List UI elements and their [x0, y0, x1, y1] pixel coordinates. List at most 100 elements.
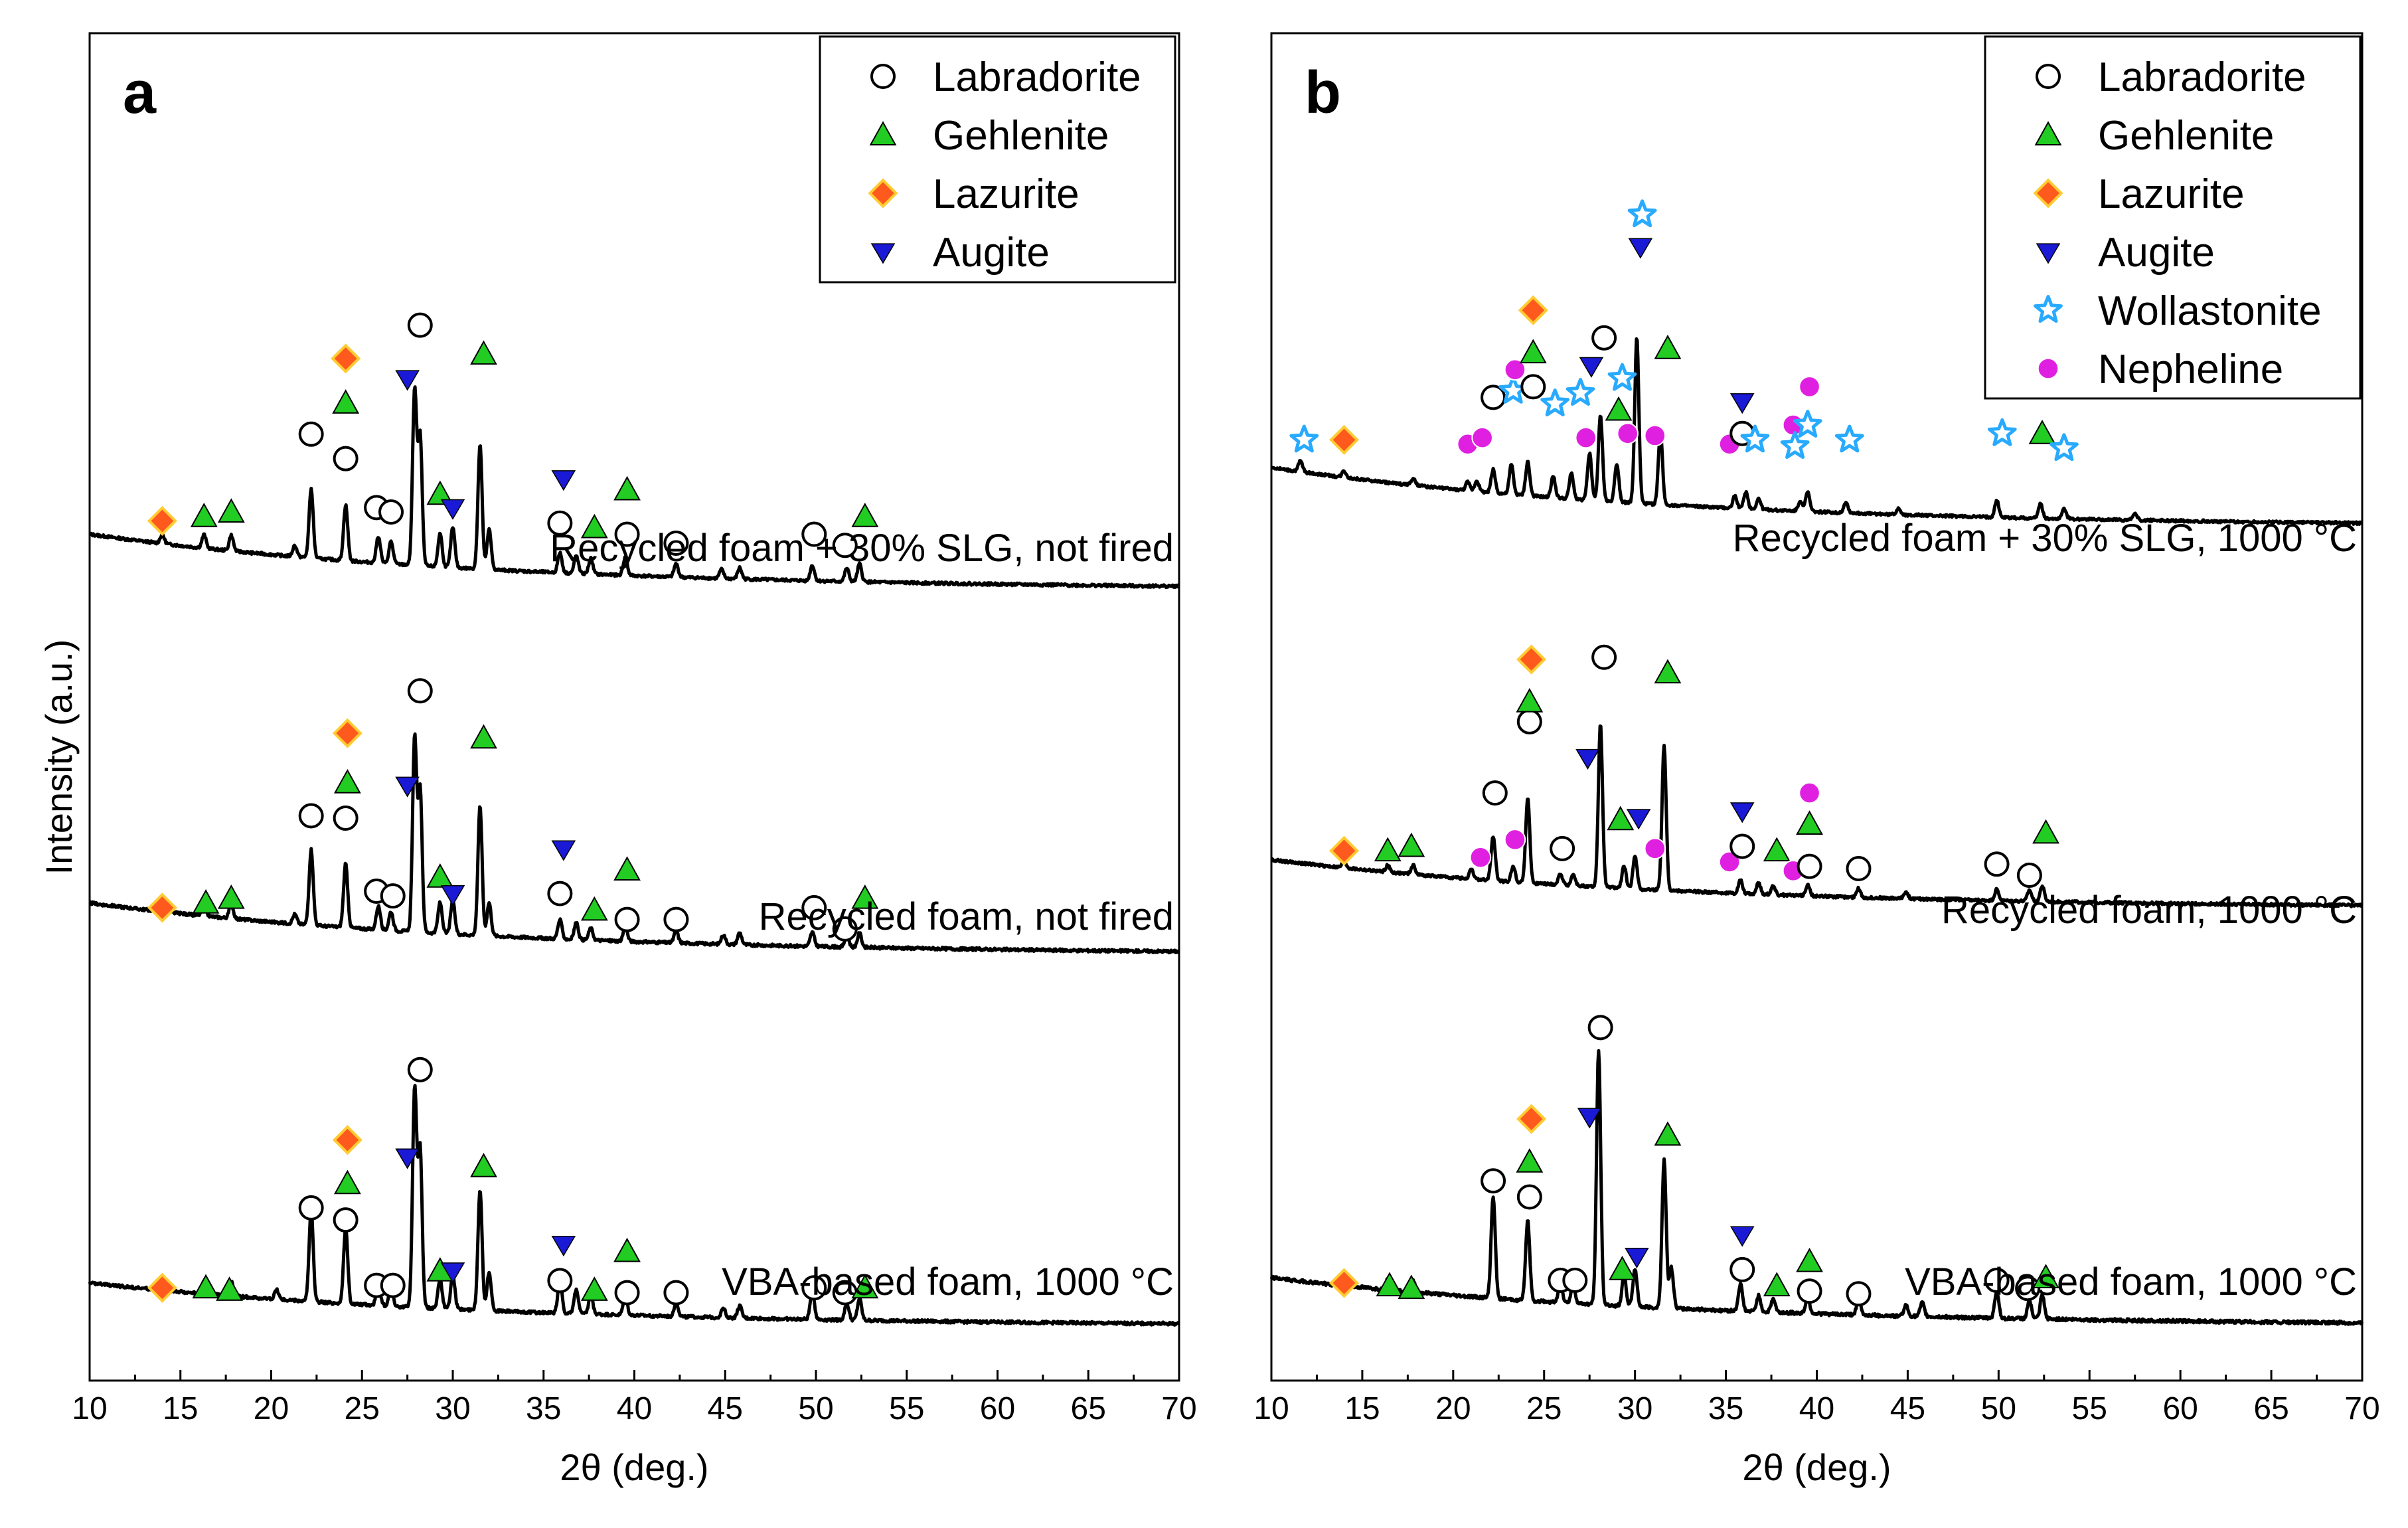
x-tick-label: 15: [163, 1391, 198, 1426]
marker-gehlenite: [1796, 1247, 1823, 1272]
marker-augite: [1577, 1108, 1602, 1129]
marker-labradorite: [1846, 856, 1872, 881]
marker-gehlenite: [1376, 1272, 1404, 1297]
marker-lazurite: [147, 1272, 177, 1303]
x-axis-label: 2θ (deg.): [1742, 1446, 1891, 1488]
marker-labradorite: [380, 883, 406, 909]
marker-gehlenite: [1398, 832, 1425, 857]
marker-nepheline: [1644, 424, 1666, 447]
marker-augite: [551, 840, 576, 861]
marker-lazurite: [1328, 1268, 1360, 1298]
marker-gehlenite: [216, 1276, 243, 1301]
marker-gehlenite: [1763, 837, 1791, 862]
marker-labradorite: [333, 446, 359, 471]
marker-wollastonite: [1289, 424, 1319, 453]
marker-labradorite: [1729, 833, 1755, 859]
marker-labradorite: [298, 421, 324, 447]
marker-augite: [551, 1235, 576, 1257]
marker-labradorite: [1591, 325, 1617, 351]
legend-label: Augite: [2098, 230, 2215, 276]
marker-augite: [440, 1262, 465, 1284]
marker-labradorite: [1846, 1281, 1872, 1307]
legend-label: Wollastonite: [2098, 288, 2322, 334]
marker-labradorite: [801, 894, 827, 920]
x-tick-label: 30: [1617, 1391, 1652, 1426]
marker-labradorite: [832, 533, 858, 558]
x-tick-label: 50: [1981, 1391, 2016, 1426]
marker-gehlenite: [580, 513, 608, 539]
legend-augite-icon: [870, 243, 896, 264]
marker-augite: [1628, 238, 1653, 259]
x-tick-label: 50: [798, 1391, 833, 1426]
marker-labradorite: [2015, 1276, 2041, 1302]
marker-labradorite: [663, 1280, 689, 1306]
marker-wollastonite: [1740, 424, 1770, 453]
legend-label: Augite: [933, 230, 1050, 276]
marker-gehlenite: [1516, 1148, 1544, 1173]
marker-gehlenite: [1374, 837, 1402, 862]
x-tick-label: 25: [345, 1391, 380, 1426]
marker-wollastonite: [1540, 388, 1570, 416]
marker-wollastonite: [1987, 418, 2017, 446]
marker-gehlenite: [332, 389, 360, 414]
marker-gehlenite: [217, 884, 245, 909]
marker-lazurite: [1518, 295, 1548, 325]
marker-gehlenite: [613, 856, 641, 881]
marker-labradorite: [1797, 853, 1822, 879]
marker-gehlenite: [1654, 659, 1682, 684]
sample-label: VBA-based foam, 1000 °C: [1905, 1260, 2357, 1304]
marker-lazurite: [331, 343, 361, 374]
marker-labradorite: [407, 678, 433, 704]
marker-lazurite: [1328, 424, 1360, 455]
marker-gehlenite: [1654, 1121, 1682, 1146]
legend-labradorite-icon: [870, 64, 896, 89]
x-tick-label: 40: [617, 1391, 652, 1426]
marker-labradorite: [298, 803, 324, 829]
marker-gehlenite: [1609, 1256, 1636, 1280]
x-tick-label: 60: [980, 1391, 1015, 1426]
marker-gehlenite: [190, 502, 218, 527]
marker-augite: [1626, 809, 1651, 830]
marker-labradorite: [1729, 1256, 1755, 1282]
sample-label: Recycled foam + 30% SLG, not fired: [550, 527, 1174, 570]
marker-nepheline: [1504, 829, 1526, 851]
marker-wollastonite: [2049, 433, 2079, 462]
marker-nepheline: [1575, 426, 1597, 449]
marker-labradorite: [298, 1195, 324, 1221]
x-tick-label: 45: [1890, 1391, 1925, 1426]
marker-augite: [1729, 1226, 1755, 1247]
marker-nepheline: [1799, 376, 1820, 398]
marker-gehlenite: [426, 480, 454, 505]
marker-nepheline: [1617, 422, 1639, 445]
marker-augite: [1729, 393, 1755, 414]
marker-wollastonite: [1627, 199, 1657, 228]
marker-gehlenite: [192, 889, 220, 914]
marker-labradorite: [663, 906, 689, 932]
marker-gehlenite: [1519, 339, 1547, 364]
marker-labradorite: [407, 1057, 433, 1082]
marker-augite: [440, 499, 465, 520]
legend: Labradorite Gehlenite Lazurite Augite: [819, 35, 1176, 284]
legend-gehlenite-icon: [2034, 121, 2062, 145]
marker-gehlenite: [613, 1237, 641, 1262]
x-tick-label: 65: [2253, 1391, 2288, 1426]
marker-labradorite: [1797, 1278, 1822, 1304]
marker-labradorite: [380, 1272, 406, 1298]
marker-labradorite: [663, 530, 689, 556]
marker-wollastonite: [1780, 431, 1810, 459]
panel-letter: a: [123, 60, 157, 126]
panel-a: a 10 15 20 25 30 35 40 45 50 55 60 65 70 2θ (deg.) Recy…: [72, 32, 1197, 1488]
marker-lazurite: [147, 505, 177, 536]
x-tick-label: 10: [1253, 1391, 1289, 1426]
marker-nepheline: [1469, 846, 1492, 869]
marker-labradorite: [614, 1280, 640, 1306]
pattern-trace-recycled-foam-1000-c: [1270, 724, 2364, 908]
x-tick-label: 70: [2344, 1391, 2379, 1426]
marker-labradorite: [832, 916, 858, 942]
marker-augite: [1729, 802, 1755, 823]
marker-labradorite: [614, 521, 640, 547]
marker-labradorite: [1516, 709, 1542, 734]
marker-labradorite: [1550, 835, 1575, 861]
legend-label: Labradorite: [2098, 54, 2306, 100]
x-tick-label: 70: [1161, 1391, 1196, 1426]
